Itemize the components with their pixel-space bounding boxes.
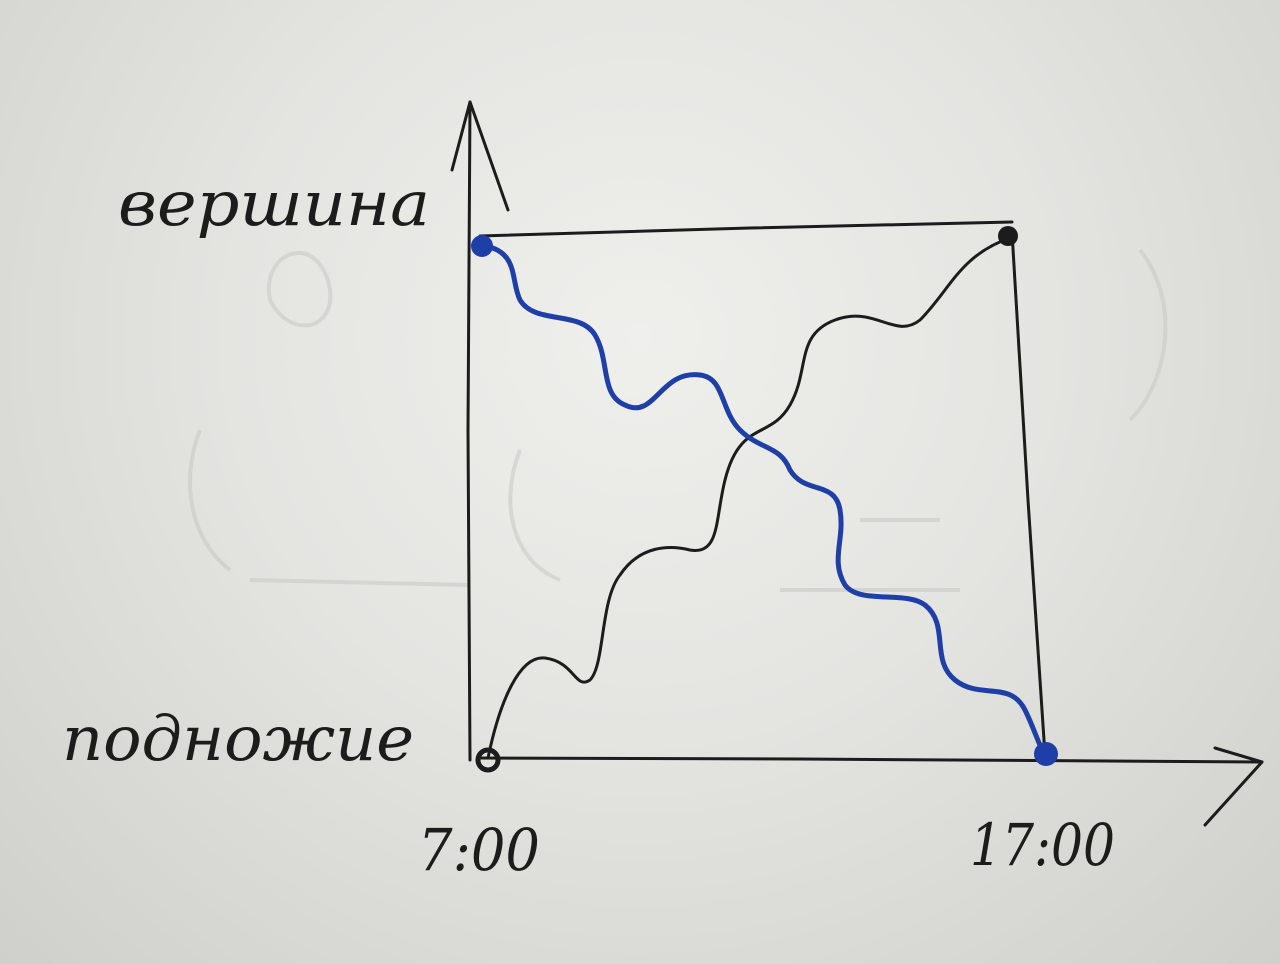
start-dot-bottom: [475, 747, 501, 773]
x-axis: [476, 746, 1264, 827]
end-dot-top: [998, 226, 1018, 246]
label-time-end: 17:00: [970, 811, 1115, 879]
end-dot-bottom: [1034, 742, 1058, 766]
ascent-path: [486, 236, 1012, 760]
label-time-start: 7:00: [418, 816, 540, 884]
start-dot-top: [471, 235, 493, 257]
label-bottom-level: подножие: [62, 702, 414, 775]
label-top-level: вершина: [118, 167, 430, 240]
end-time-line: [1010, 230, 1047, 757]
top-level-line: [478, 220, 1014, 238]
show-through-marks: [188, 248, 1168, 592]
y-axis: [450, 100, 510, 762]
descent-path: [477, 242, 1050, 760]
